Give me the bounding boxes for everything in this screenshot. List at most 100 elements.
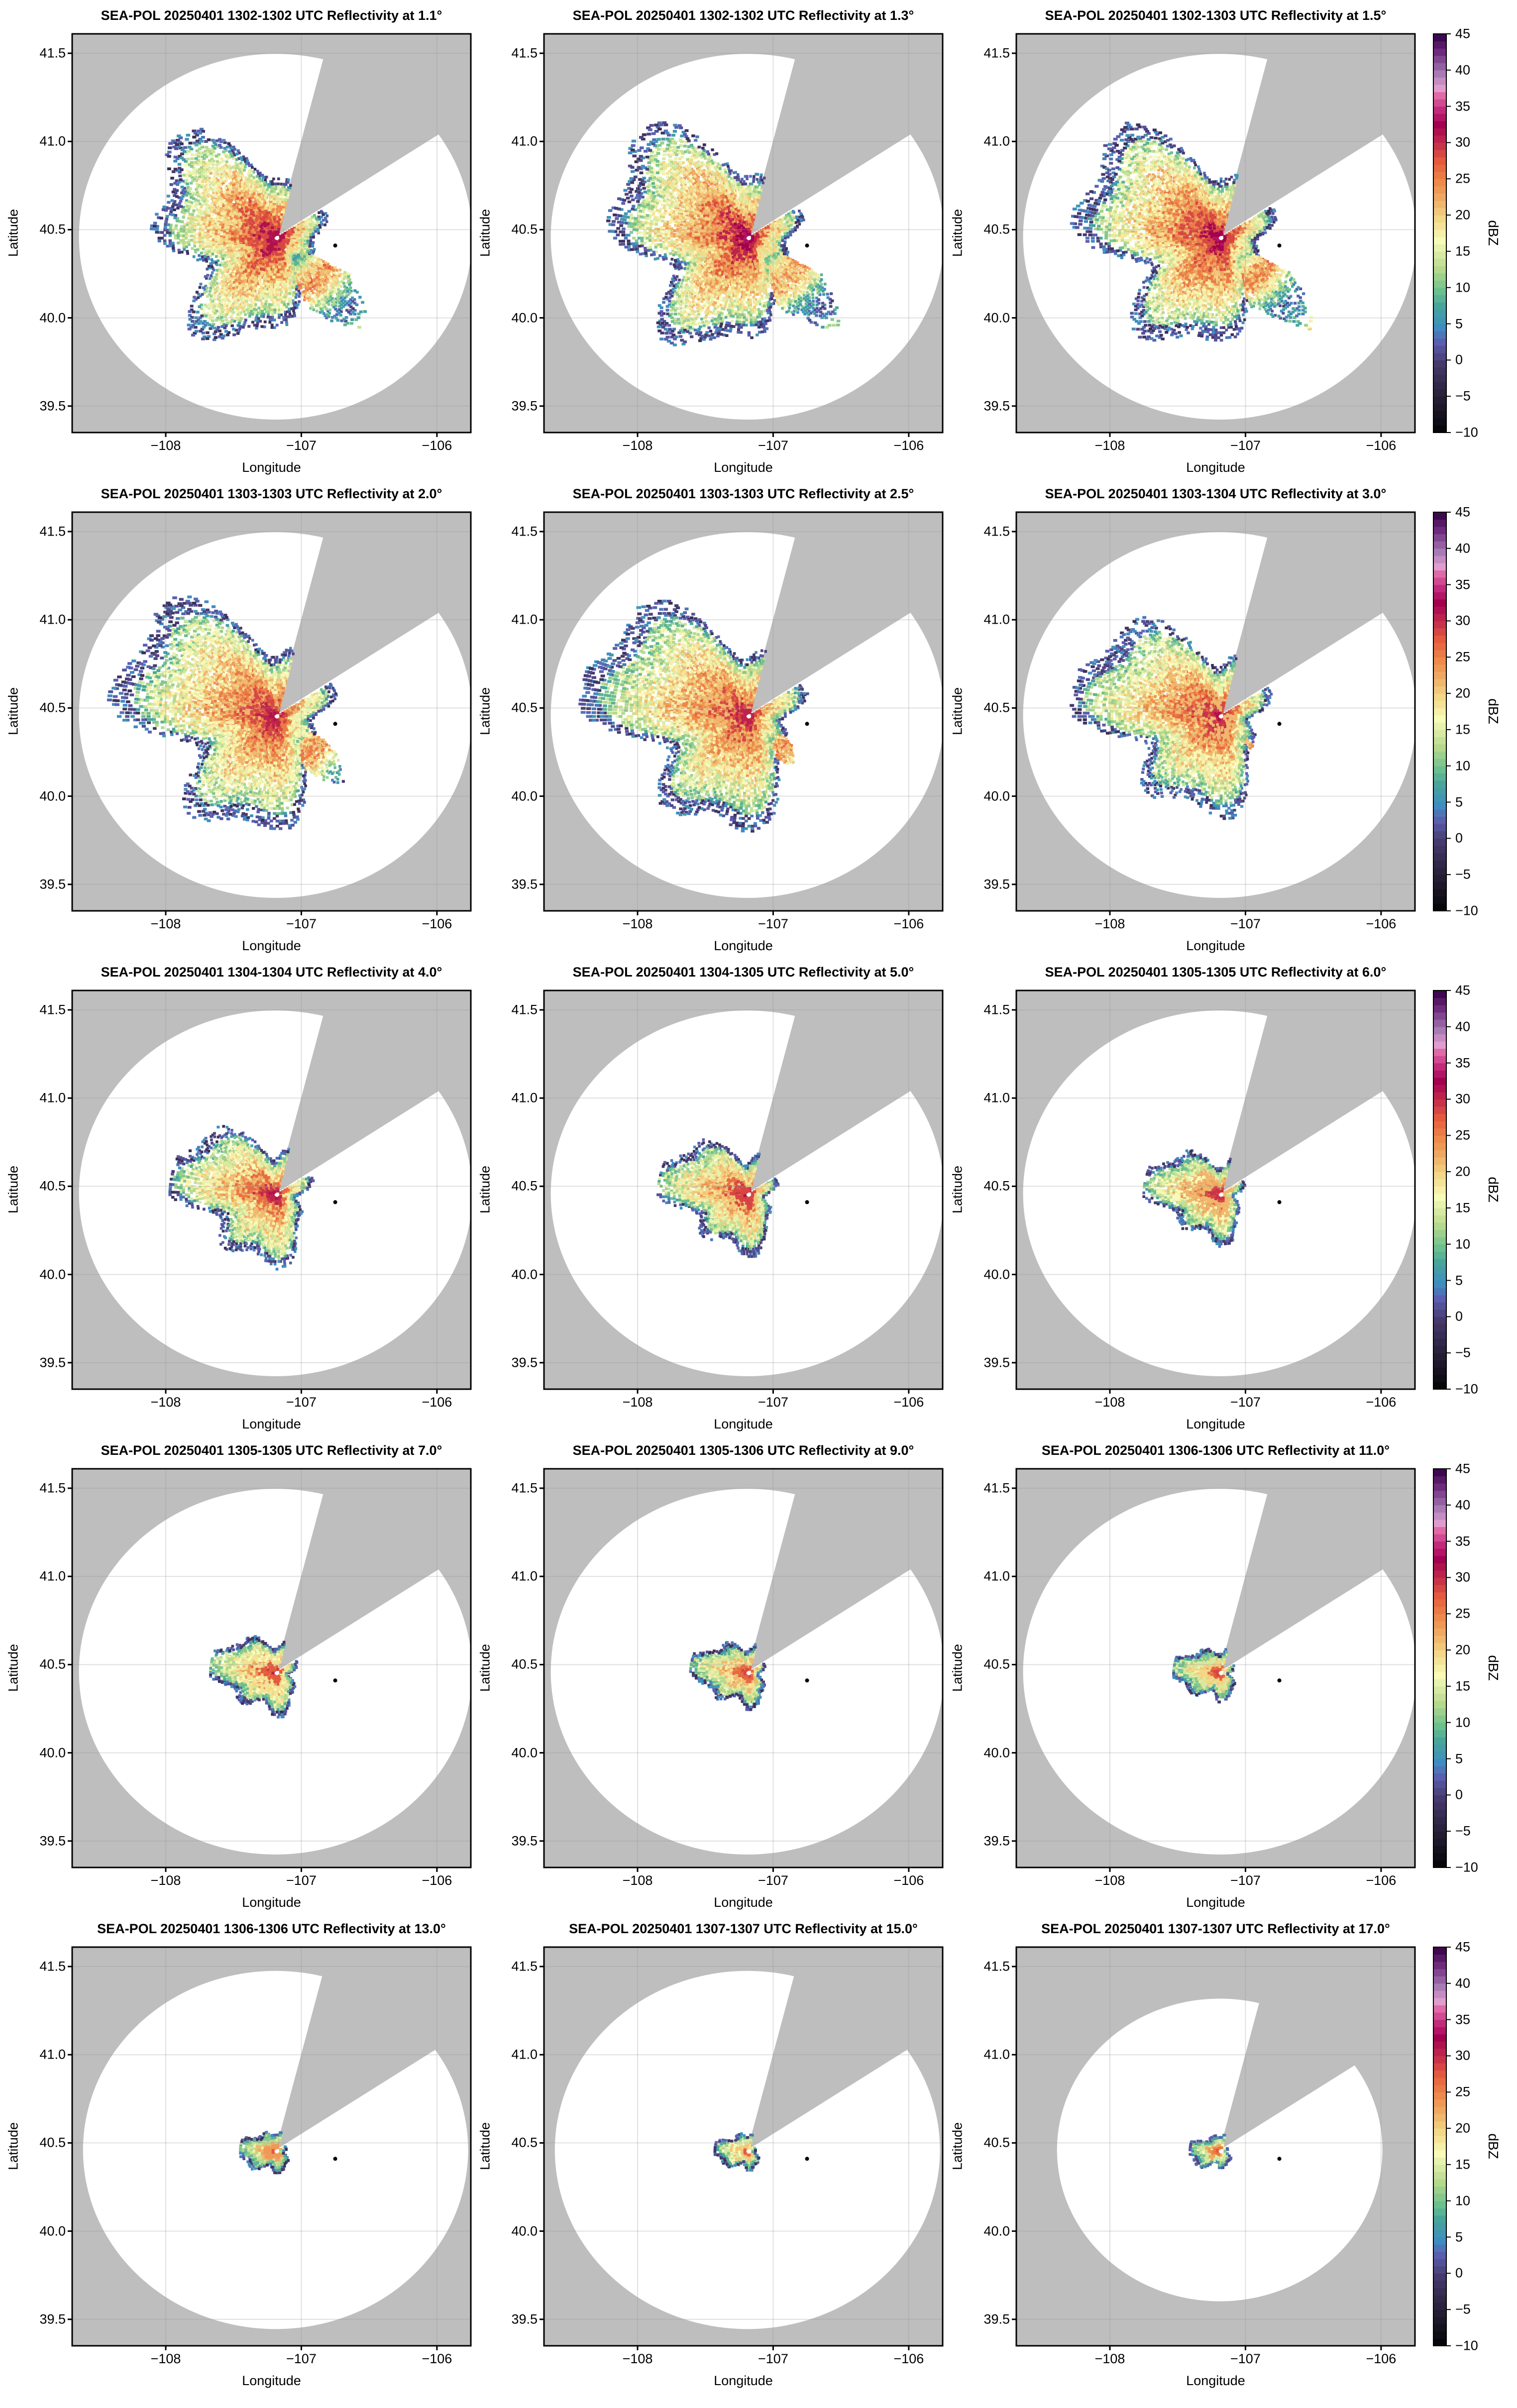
x-axis-label: Longitude [714,460,773,475]
colorbar-bin [1433,1635,1446,1643]
colorbar-bin [1433,1353,1446,1361]
y-tick-label: 39.5 [511,1833,538,1849]
panel-title: SEA-POL 20250401 1302-1302 UTC Reflectiv… [101,8,442,23]
panel-title: SEA-POL 20250401 1305-1305 UTC Reflectiv… [1045,965,1387,980]
colorbar-tick-label: 35 [1455,2012,1471,2027]
axes-frame [543,33,944,434]
y-tick-label: 41.5 [983,524,1010,539]
colorbar-bin [1433,2128,1446,2136]
colorbar-tick-label: 25 [1455,649,1471,664]
reflectivity-echo [271,1671,275,1675]
panel-title: SEA-POL 20250401 1306-1306 UTC Reflectiv… [1041,1443,1390,1458]
x-axis-label: Longitude [1186,1895,1245,1910]
x-tick-label: −108 [1094,2351,1125,2366]
colorbar-bin [1433,1766,1446,1774]
colorbar-bin [1433,1150,1446,1158]
reflectivity-field [107,595,345,830]
colorbar-tick-label: 15 [1455,1678,1471,1694]
colorbar-bin [1433,1628,1446,1636]
colorbar-tick-label: 0 [1455,352,1463,367]
reflectivity-echo [147,624,330,802]
colorbar-scale [1433,1468,1451,1868]
x-tick-label: −106 [1366,2351,1397,2366]
ppi-plot [540,1946,944,2350]
reflectivity-echo [743,2149,747,2154]
colorbar-bin [1433,316,1446,325]
ppi-plot [540,511,944,915]
y-tick-label: 40.0 [511,2223,538,2239]
colorbar-tick-label: 5 [1455,794,1463,810]
colorbar-bin [1433,2266,1446,2274]
colorbar-bin [1433,1251,1446,1259]
reflectivity-echo [664,1148,770,1245]
colorbar-bin [1433,1570,1446,1578]
x-tick-label: −106 [1366,438,1397,453]
reflectivity-echo [694,195,770,279]
site-marker [805,1200,809,1204]
colorbar-tick-label: 10 [1455,758,1471,773]
panel-title: SEA-POL 20250401 1306-1306 UTC Reflectiv… [97,1921,446,1936]
reflectivity-echo [671,1153,767,1243]
colorbar-tick-label: 45 [1455,983,1471,998]
colorbar-tick-label: −10 [1455,2338,1478,2353]
colorbar-bin [1433,824,1446,832]
reflectivity-echo [271,2149,275,2154]
colorbar-bin [1433,715,1446,723]
reflectivity-echo [607,130,831,343]
colorbar-bin [1433,1548,1446,1556]
colorbar-bin [1433,338,1446,346]
reflectivity-echo [1085,641,1263,805]
colorbar-bin [1433,997,1446,1005]
colorbar-bin [1433,1831,1446,1839]
x-tick-label: −107 [1230,438,1261,453]
colorbar-bin [1433,1737,1446,1745]
y-tick-label: 39.5 [983,1833,1010,1849]
reflectivity-echo [700,1649,764,1701]
colorbar-bin [1433,2251,1446,2259]
colorbar-bin [1433,1983,1446,1991]
colorbar-bin [1433,1585,1446,1593]
colorbar-label: dBZ [1486,1177,1501,1203]
reflectivity-echo [743,1194,747,1197]
colorbar-bin [1433,425,1446,433]
colorbar-bin [1433,2259,1446,2267]
y-axis-label: Latitude [950,209,965,257]
reflectivity-echo [192,164,342,312]
colorbar-bin [1433,1642,1446,1650]
colorbar-bin [1433,1693,1446,1701]
radar-coverage-area [79,1489,472,1855]
reflectivity-echo [1213,712,1221,722]
colorbar-bin [1433,2172,1446,2180]
panel-title: SEA-POL 20250401 1305-1305 UTC Reflectiv… [101,1443,442,1458]
colorbar-bin [1433,1012,1446,1020]
colorbar-bin [1433,222,1446,230]
colorbar-bin [1433,2316,1446,2324]
colorbar-bin [1433,584,1446,592]
colorbar-bin [1433,1997,1446,2006]
colorbar-bin [1433,113,1446,121]
colorbar-bin [1433,889,1446,897]
reflectivity-echo [1151,1162,1239,1233]
radar-panel: SEA-POL 20250401 1307-1307 UTC Reflectiv… [478,1921,944,2388]
colorbar-bin [1433,1106,1446,1114]
colorbar-bin [1433,816,1446,824]
colorbar-bin [1433,1490,1446,1498]
ppi-plot [540,33,944,437]
colorbar-bin [1433,1266,1446,1274]
colorbar-bin [1433,1962,1446,1970]
radar-coverage-area [79,1010,472,1376]
colorbar-tick-label: 20 [1455,207,1471,222]
colorbar-bin [1433,258,1446,266]
colorbar-bin [1433,1715,1446,1723]
colorbar-bin [1433,577,1446,585]
colorbar-bin [1433,2229,1446,2238]
radar-panel: SEA-POL 20250401 1302-1302 UTC Reflectiv… [478,8,944,475]
colorbar-tick-label: 35 [1455,1055,1471,1071]
reflectivity-echo [217,1638,297,1714]
colorbar-tick-label: 45 [1455,26,1471,41]
x-axis-label: Longitude [714,1417,773,1431]
colorbar-bin [1433,1846,1446,1854]
y-tick-label: 40.0 [511,310,538,326]
colorbar-bin [1433,360,1446,368]
reflectivity-echo [686,1160,767,1238]
